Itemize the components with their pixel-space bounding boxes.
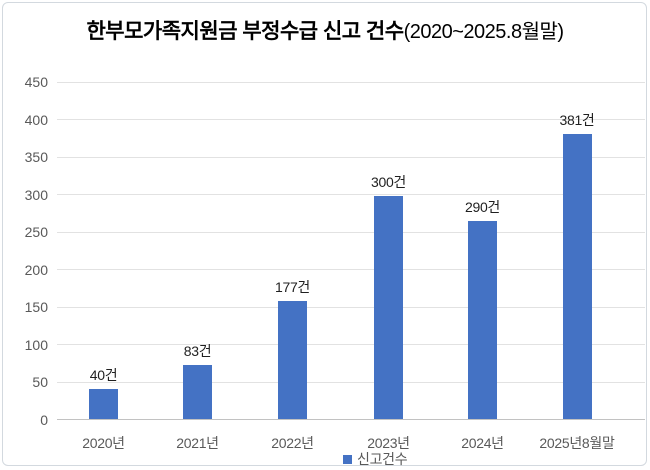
- x-tick-label: 2023년: [367, 435, 410, 451]
- gridline: [57, 306, 645, 308]
- gridline: [57, 269, 645, 271]
- y-tick-label: 100: [24, 336, 48, 353]
- bar-value-label: 290건: [464, 199, 501, 215]
- chart-title-main: 한부모가족지원금 부정수급 신고 건수: [86, 20, 404, 43]
- x-tick-label: 2022년: [271, 435, 314, 451]
- bar-2023년: [374, 196, 403, 419]
- y-tick-label: 0: [40, 412, 48, 428]
- y-tick-label: 450: [24, 74, 48, 90]
- bar-value-label: 177건: [274, 279, 311, 295]
- bar-2022년: [278, 301, 307, 419]
- y-tick-label: 350: [24, 149, 48, 166]
- x-tick-label: 2025년8월말: [539, 435, 615, 451]
- y-tick-label: 200: [24, 261, 48, 278]
- bar-value-label: 381건: [559, 112, 595, 128]
- gridline: [57, 381, 645, 383]
- y-tick-label: 250: [24, 224, 48, 241]
- bar-value-label: 300건: [370, 174, 407, 190]
- gridline: [57, 81, 645, 83]
- x-tick-label: 2024년: [461, 435, 504, 451]
- x-tick-label: 2020년: [82, 435, 125, 451]
- bar-2025년8월말: [562, 134, 592, 419]
- chart-title-suffix: (2020~2025.8월말): [403, 21, 564, 43]
- chart-title: 한부모가족지원금 부정수급 신고 건수(2020~2025.8월말): [0, 15, 650, 45]
- bar-value-label: 40건: [89, 367, 118, 383]
- plot-area: 40건 83건 177건 300건 290건 381건: [57, 81, 645, 420]
- gridline: [57, 119, 645, 121]
- gridline: [57, 344, 645, 346]
- legend-label: 신고건수: [357, 451, 408, 467]
- y-tick-label: 300: [24, 186, 48, 203]
- y-tick-label: 150: [24, 299, 48, 316]
- bar-value-label: 83건: [183, 343, 212, 359]
- legend: 신고건수: [343, 451, 408, 467]
- y-tick-label: 50: [32, 374, 48, 391]
- gridline: [57, 231, 645, 233]
- gridline: [57, 194, 645, 196]
- legend-marker-icon: [343, 454, 352, 464]
- bar-2021년: [183, 365, 212, 419]
- gridline: [57, 156, 645, 158]
- x-tick-label: 2021년: [176, 435, 219, 451]
- y-tick-label: 400: [24, 111, 48, 128]
- bar-2024년: [468, 221, 497, 419]
- bar-2020년: [89, 389, 118, 419]
